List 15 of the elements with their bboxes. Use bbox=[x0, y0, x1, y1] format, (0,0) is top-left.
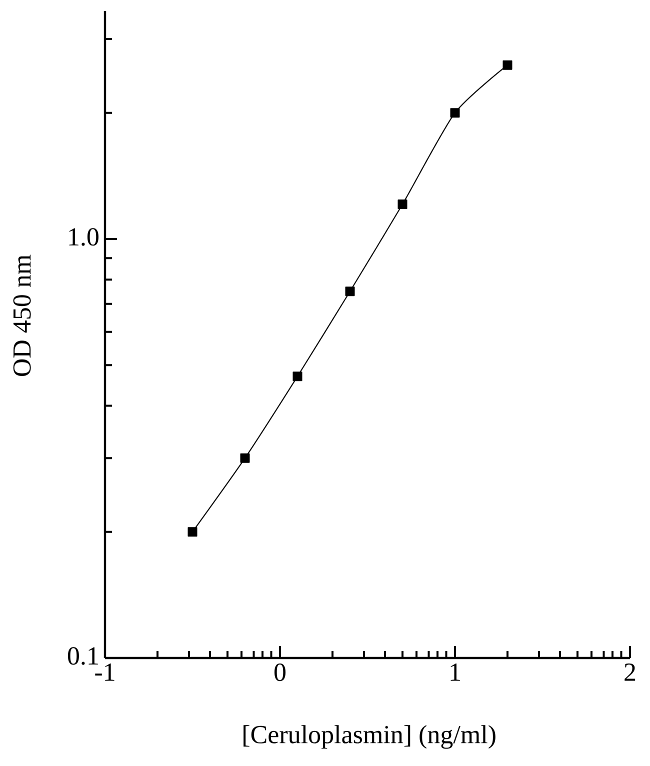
x-tick-label: -1 bbox=[95, 664, 114, 681]
point bbox=[345, 286, 355, 296]
point bbox=[292, 372, 302, 382]
x-tick-label: 0 bbox=[274, 664, 286, 682]
point bbox=[240, 453, 250, 463]
point bbox=[450, 108, 460, 118]
x-axis-title: [Ceruloplasmin] (ng/ml) bbox=[244, 725, 496, 749]
y-tick-label: 0.1 bbox=[68, 647, 98, 665]
y-tick-label: 1.0 bbox=[69, 228, 98, 246]
point bbox=[188, 527, 198, 537]
x-tick-label: 2 bbox=[624, 664, 636, 681]
x-tick-label: 1 bbox=[450, 664, 460, 681]
point bbox=[398, 200, 408, 210]
point bbox=[502, 60, 512, 70]
y-axis-title: OD 450 nm bbox=[13, 254, 31, 376]
